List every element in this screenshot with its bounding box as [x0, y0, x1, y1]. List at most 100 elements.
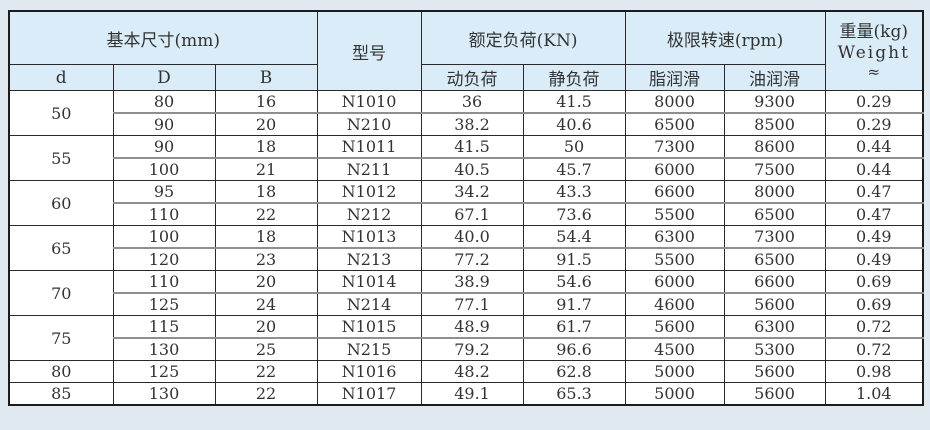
header-limit-speed: 极限转速(rpm): [624, 10, 826, 65]
table-body: 50 80 16 N1010 36 41.5 8000 9300 0.29 90…: [8, 90, 924, 406]
header-basic-dimensions: 基本尺寸(mm): [8, 10, 318, 65]
cell-weight: 0.49: [824, 247, 924, 271]
cell-d: 75: [8, 315, 114, 361]
cell-grease-speed: 5000: [624, 382, 725, 406]
cell-grease-speed: 6300: [624, 225, 725, 249]
cell-model: N1011: [316, 135, 422, 159]
cell-D: 110: [112, 202, 216, 226]
cell-dynamic-load: 67.1: [420, 202, 524, 226]
cell-oil-speed: 8500: [723, 112, 826, 136]
cell-weight: 0.98: [824, 360, 924, 383]
cell-B: 18: [214, 135, 318, 159]
cell-dynamic-load: 41.5: [420, 135, 524, 159]
cell-oil-speed: 8600: [723, 135, 826, 159]
cell-B: 21: [214, 157, 318, 181]
cell-weight: 0.49: [824, 225, 924, 249]
table-row: 70 110 20 N1014 38.9 54.6 6000 6600 0.69: [8, 270, 924, 316]
cell-D: 100: [112, 157, 216, 181]
cell-static-load: 73.6: [522, 202, 626, 226]
header-col-static: 静负荷: [522, 64, 626, 91]
cell-model: N1010: [316, 90, 422, 114]
cell-model: N215: [316, 337, 422, 361]
cell-d: 60: [8, 180, 114, 226]
header-col-dynamic: 动负荷: [420, 64, 524, 91]
cell-model: N1014: [316, 270, 422, 294]
cell-B: 24: [214, 292, 318, 316]
cell-grease-speed: 4600: [624, 292, 725, 316]
cell-B: 22: [214, 202, 318, 226]
cell-B: 20: [214, 112, 318, 136]
header-col-d: d: [8, 64, 114, 91]
cell-dynamic-load: 77.2: [420, 247, 524, 271]
cell-D: 125: [112, 292, 216, 316]
cell-weight: 0.69: [824, 292, 924, 316]
cell-B: 23: [214, 247, 318, 271]
cell-oil-speed: 5600: [723, 360, 826, 383]
cell-static-load: 91.5: [522, 247, 626, 271]
header-model: 型号: [316, 10, 422, 91]
cell-model: N1012: [316, 180, 422, 204]
cell-grease-speed: 5000: [624, 360, 725, 383]
cell-grease-speed: 5500: [624, 247, 725, 271]
cell-dynamic-load: 40.0: [420, 225, 524, 249]
cell-dynamic-load: 34.2: [420, 180, 524, 204]
cell-B: 20: [214, 270, 318, 294]
cell-weight: 0.69: [824, 270, 924, 294]
bearing-spec-table: 基本尺寸(mm) 型号 额定负荷(KN) 极限转速(rpm) 重量(kg) We…: [8, 10, 925, 406]
cell-static-load: 40.6: [522, 112, 626, 136]
cell-oil-speed: 5600: [723, 382, 826, 406]
cell-d: 65: [8, 225, 114, 271]
cell-dynamic-load: 79.2: [420, 337, 524, 361]
cell-oil-speed: 6300: [723, 315, 826, 339]
cell-D: 100: [112, 225, 216, 249]
cell-static-load: 96.6: [522, 337, 626, 361]
cell-oil-speed: 6600: [723, 270, 826, 294]
cell-static-load: 62.8: [522, 360, 626, 383]
cell-oil-speed: 5300: [723, 337, 826, 361]
cell-oil-speed: 6500: [723, 247, 826, 271]
table-row: 100 21 N211 40.5 45.7 6000 7500 0.44: [9, 157, 924, 181]
cell-grease-speed: 4500: [624, 337, 725, 361]
cell-model: N1015: [316, 315, 422, 339]
cell-weight: 0.29: [824, 112, 924, 136]
cell-static-load: 91.7: [522, 292, 626, 316]
cell-grease-speed: 5500: [624, 202, 725, 226]
cell-model: N1016: [316, 360, 422, 383]
cell-D: 130: [112, 382, 216, 406]
cell-model: N213: [316, 247, 422, 271]
cell-B: 16: [214, 90, 318, 114]
header-col-D: D: [112, 64, 216, 91]
table-row: 130 25 N215 79.2 96.6 4500 5300 0.72: [9, 337, 924, 361]
table-row: 50 80 16 N1010 36 41.5 8000 9300 0.29: [8, 90, 924, 136]
cell-B: 20: [214, 315, 318, 339]
table-row: 80 125 22 N1016 48.2 62.8 5000 5600 0.98: [8, 360, 924, 383]
cell-static-load: 54.6: [522, 270, 626, 294]
table-row: 110 22 N212 67.1 73.6 5500 6500 0.47: [9, 202, 924, 226]
cell-grease-speed: 6000: [624, 270, 725, 294]
cell-D: 90: [112, 112, 216, 136]
cell-D: 90: [112, 135, 216, 159]
cell-dynamic-load: 40.5: [420, 157, 524, 181]
header-row-2: d D B 动负荷 静负荷 脂润滑 油润滑: [8, 64, 923, 91]
header-weight-en: Weight: [837, 42, 910, 63]
cell-oil-speed: 8000: [723, 180, 826, 204]
cell-d: 80: [8, 360, 114, 383]
cell-grease-speed: 5600: [624, 315, 725, 339]
cell-B: 18: [214, 180, 318, 204]
header-col-oil: 油润滑: [723, 64, 826, 91]
cell-B: 18: [214, 225, 318, 249]
header-col-grease: 脂润滑: [624, 64, 725, 91]
cell-dynamic-load: 48.2: [420, 360, 524, 383]
cell-weight: 0.29: [824, 90, 924, 114]
cell-D: 115: [112, 315, 216, 339]
cell-weight: 1.04: [824, 382, 924, 406]
cell-D: 110: [112, 270, 216, 294]
cell-model: N210: [316, 112, 422, 136]
cell-static-load: 45.7: [522, 157, 626, 181]
cell-grease-speed: 6600: [624, 180, 725, 204]
cell-d: 85: [8, 382, 114, 406]
cell-d: 55: [8, 135, 114, 181]
cell-model: N214: [316, 292, 422, 316]
table-row: 125 24 N214 77.1 91.7 4600 5600 0.69: [9, 292, 924, 316]
cell-dynamic-load: 49.1: [420, 382, 524, 406]
